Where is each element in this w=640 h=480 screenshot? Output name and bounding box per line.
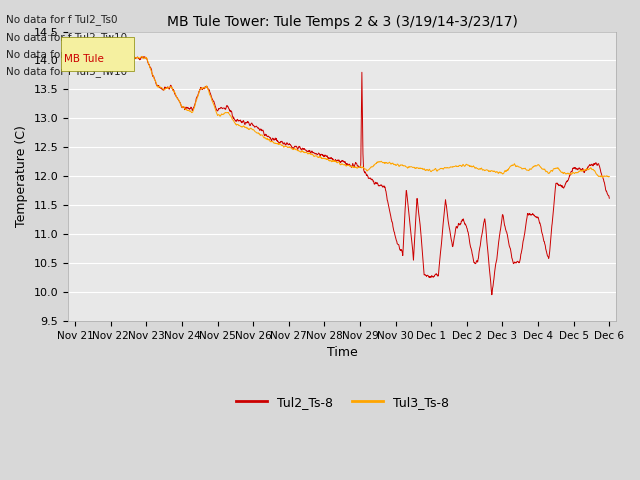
Y-axis label: Temperature (C): Temperature (C): [15, 125, 28, 227]
Legend: Tul2_Ts-8, Tul3_Ts-8: Tul2_Ts-8, Tul3_Ts-8: [230, 391, 454, 414]
X-axis label: Time: Time: [327, 346, 358, 359]
Text: No data for f Tul3_Tw10: No data for f Tul3_Tw10: [6, 66, 127, 77]
Text: No data for f Tul2_Tw10: No data for f Tul2_Tw10: [6, 32, 127, 43]
Text: No data for f Tul2_Ts0: No data for f Tul2_Ts0: [6, 14, 118, 25]
Title: MB Tule Tower: Tule Temps 2 & 3 (3/19/14-3/23/17): MB Tule Tower: Tule Temps 2 & 3 (3/19/14…: [167, 15, 518, 29]
Text: MB Tule: MB Tule: [64, 54, 104, 64]
Text: No data for f Tul3_Ts0: No data for f Tul3_Ts0: [6, 49, 118, 60]
